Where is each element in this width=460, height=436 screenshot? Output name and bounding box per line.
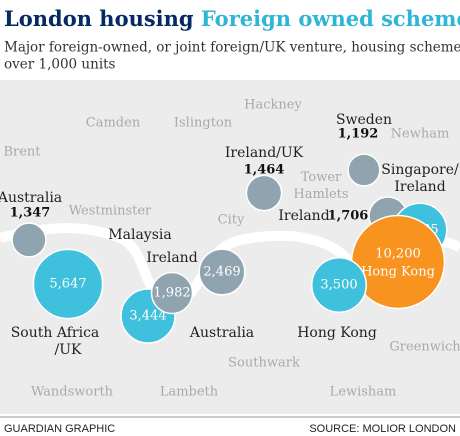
country-label: Ireland <box>278 208 329 224</box>
district-label: Brent <box>3 145 41 160</box>
district-label: Greenwich <box>389 340 460 355</box>
country-label: Singapore/ <box>381 162 459 178</box>
units-label: 1,706 <box>328 209 369 224</box>
units-label: 5,647 <box>49 277 86 292</box>
district-label: Lewisham <box>330 385 397 400</box>
district-label: Wandsworth <box>31 385 114 400</box>
bubble <box>347 153 381 187</box>
country-label: Ireland/UK <box>225 145 304 161</box>
source: SOURCE: MOLIOR LONDON <box>309 423 456 435</box>
district-label: Westminster <box>69 204 152 219</box>
bubble <box>311 257 367 313</box>
country-label: Ireland <box>146 250 197 266</box>
district-label: City <box>218 213 245 228</box>
subtitle: over 1,000 units <box>4 57 116 73</box>
district-label: Tower Hamlets <box>293 170 348 202</box>
country-label: Hong Kong <box>297 325 377 341</box>
credit: GUARDIAN GRAPHIC <box>4 423 115 435</box>
country-label: Australia <box>189 325 254 341</box>
units-label: 1,464 <box>244 163 285 178</box>
units-label: 3,444 <box>129 309 166 324</box>
bubble <box>350 214 446 310</box>
units-label: 2,469 <box>203 265 240 280</box>
units-label: 3,500 <box>320 278 357 293</box>
district-label: Southwark <box>228 356 300 371</box>
bubble <box>245 174 283 212</box>
district-label: Newham <box>391 127 450 142</box>
country-label: /UK <box>55 342 83 358</box>
subtitle: Major foreign-owned, or joint foreign/UK… <box>4 40 460 56</box>
country-label: South Africa <box>11 325 100 341</box>
country-label: Australia <box>0 190 62 206</box>
district-label: Lambeth <box>160 385 219 400</box>
units-label: 1,982 <box>153 286 190 301</box>
district-label: Camden <box>86 116 141 131</box>
units-label: 10,200 <box>375 247 421 262</box>
units-label: 1,192 <box>338 127 379 142</box>
bubble <box>150 271 194 315</box>
bubble <box>198 248 246 296</box>
units-label: 1,347 <box>10 206 51 221</box>
district-label: Hackney <box>244 98 302 113</box>
title: London housing Foreign owned schemes <box>4 6 460 31</box>
country-label: Sweden <box>336 112 392 128</box>
district-label: Islington <box>174 116 233 131</box>
bubble <box>32 248 104 320</box>
bubble <box>11 222 47 258</box>
country-label: Malaysia <box>108 227 171 243</box>
country-label: Ireland <box>394 179 445 195</box>
country-label: Hong Kong <box>361 265 435 280</box>
